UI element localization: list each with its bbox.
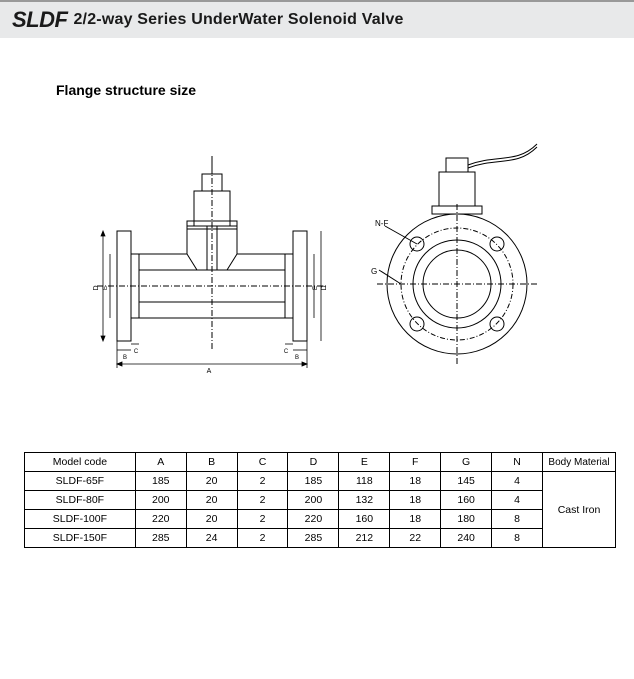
spec-table-wrap: Model code A B C D E F G N Body Material…: [24, 452, 616, 548]
svg-text:E: E: [103, 286, 109, 290]
table-cell: 22: [390, 529, 441, 548]
col-e: E: [339, 453, 390, 472]
col-c: C: [237, 453, 288, 472]
svg-text:B: B: [295, 355, 299, 361]
table-cell: 212: [339, 529, 390, 548]
table-row: SLDF-80F200202200132181604: [25, 491, 616, 510]
table-cell: 160: [339, 510, 390, 529]
table-cell: 220: [288, 510, 339, 529]
table-cell: 8: [492, 529, 543, 548]
header-bar: SLDF 2/2-way Series UnderWater Solenoid …: [0, 0, 634, 38]
table-cell: 2: [237, 491, 288, 510]
brand-logo: SLDF: [12, 7, 67, 33]
col-d: D: [288, 453, 339, 472]
table-header-row: Model code A B C D E F G N Body Material: [25, 453, 616, 472]
table-cell: 2: [237, 529, 288, 548]
table-cell: 20: [186, 472, 237, 491]
series-title: 2/2-way Series UnderWater Solenoid Valve: [73, 11, 403, 29]
table-cell: 18: [390, 491, 441, 510]
table-cell: 132: [339, 491, 390, 510]
table-cell: 285: [135, 529, 186, 548]
table-row: SLDF-150F285242285212222408: [25, 529, 616, 548]
table-cell: 2: [237, 510, 288, 529]
table-cell: 2: [237, 472, 288, 491]
svg-text:D: D: [321, 285, 328, 290]
spec-table: Model code A B C D E F G N Body Material…: [24, 452, 616, 548]
table-cell: 4: [492, 472, 543, 491]
table-cell: 240: [441, 529, 492, 548]
table-cell: SLDF-100F: [25, 510, 136, 529]
table-cell: 145: [441, 472, 492, 491]
table-cell: 185: [288, 472, 339, 491]
col-model: Model code: [25, 453, 136, 472]
table-cell: 200: [288, 491, 339, 510]
svg-text:C: C: [284, 349, 289, 355]
flange-diagram: A B C C B D E D E: [37, 126, 597, 396]
table-cell: 160: [441, 491, 492, 510]
table-cell: 20: [186, 510, 237, 529]
col-f: F: [390, 453, 441, 472]
table-cell: SLDF-150F: [25, 529, 136, 548]
body-material-cell: Cast Iron: [542, 472, 615, 548]
table-cell: 118: [339, 472, 390, 491]
label-g: G: [371, 267, 377, 276]
svg-text:C: C: [134, 349, 139, 355]
col-g: G: [441, 453, 492, 472]
section-title: Flange structure size: [56, 82, 634, 98]
table-row: SLDF-65F185202185118181454Cast Iron: [25, 472, 616, 491]
table-cell: 185: [135, 472, 186, 491]
table-cell: 8: [492, 510, 543, 529]
table-cell: 220: [135, 510, 186, 529]
col-a: A: [135, 453, 186, 472]
table-cell: 20: [186, 491, 237, 510]
label-nf: N-F: [375, 219, 388, 228]
svg-text:B: B: [123, 355, 127, 361]
table-cell: 4: [492, 491, 543, 510]
table-cell: SLDF-65F: [25, 472, 136, 491]
table-cell: 285: [288, 529, 339, 548]
table-cell: 180: [441, 510, 492, 529]
svg-text:A: A: [207, 368, 212, 375]
svg-text:D: D: [93, 285, 100, 290]
table-row: SLDF-100F220202220160181808: [25, 510, 616, 529]
col-b: B: [186, 453, 237, 472]
col-n: N: [492, 453, 543, 472]
svg-text:E: E: [313, 286, 319, 290]
table-cell: 200: [135, 491, 186, 510]
table-cell: SLDF-80F: [25, 491, 136, 510]
col-material: Body Material: [542, 453, 615, 472]
table-cell: 18: [390, 472, 441, 491]
table-cell: 24: [186, 529, 237, 548]
table-cell: 18: [390, 510, 441, 529]
